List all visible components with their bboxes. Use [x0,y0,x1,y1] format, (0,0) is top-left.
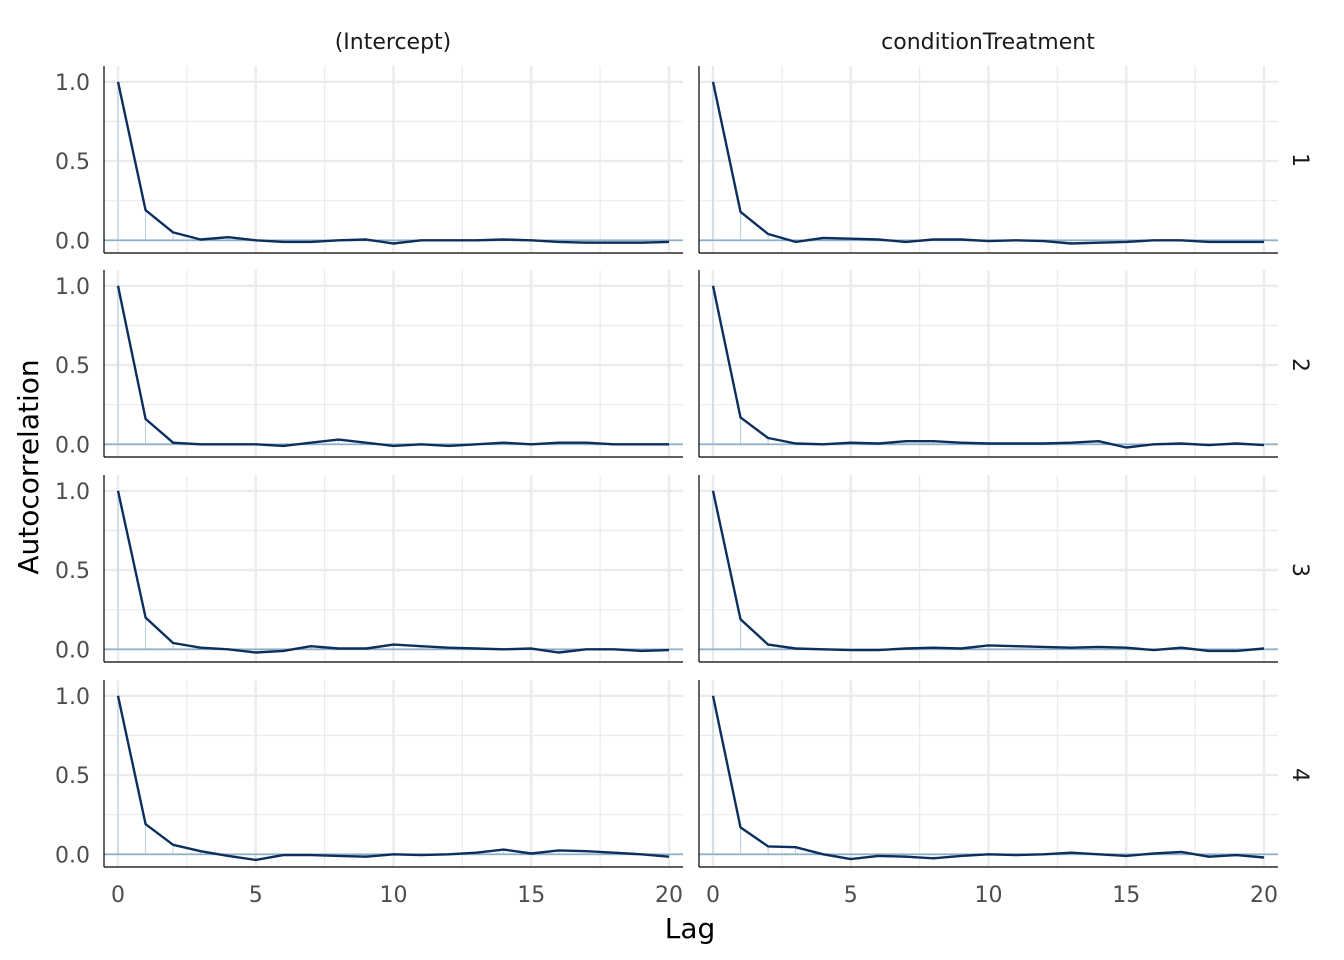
acf-series-line [711,285,1265,449]
x-tick-label: 0 [111,883,125,908]
y-tick-label: 1.0 [55,71,90,96]
row-strip-label: 2 [1287,358,1312,372]
facet-panels [103,66,1278,868]
facet-panel [103,66,683,254]
facet-panel [103,680,683,868]
facet-panel [698,680,1278,868]
x-tick-label: 10 [380,883,408,908]
acf-series-line [116,490,670,654]
x-tick-label: 20 [1250,883,1278,908]
row-strip-label: 1 [1287,153,1312,167]
row-strip-label: 3 [1287,563,1312,577]
y-tick-label: 0.5 [55,764,90,789]
row-strip-label: 4 [1287,768,1312,782]
column-strip-label: conditionTreatment [881,30,1095,55]
facet-panel [698,475,1278,663]
y-tick-label: 1.0 [55,480,90,505]
y-tick-label: 0.5 [55,559,90,584]
y-tick-label: 0.0 [55,433,90,458]
y-tick-label: 0.0 [55,843,90,868]
y-tick-label: 0.0 [55,638,90,663]
x-tick-label: 0 [706,883,720,908]
y-tick-label: 0.5 [55,150,90,175]
acf-series-line [116,285,669,448]
x-tick-label: 5 [249,883,263,908]
facet-panel [103,475,683,663]
x-axis-title: Lag [665,912,716,945]
facet-strips: (Intercept) conditionTreatment 1 2 3 4 [335,30,1312,782]
x-tick-label: 5 [844,883,858,908]
acf-series-line [711,81,1264,245]
y-tick-label: 1.0 [55,275,90,300]
x-tick-label: 15 [517,883,545,908]
x-tick-label: 20 [655,883,683,908]
acf-series-line [116,695,670,862]
y-tick-label: 1.0 [55,685,90,710]
y-axis-title: Autocorrelation [12,359,45,574]
acf-series-line [116,81,670,245]
axis-ticks: 0.0 0.5 1.0 0.0 0.5 1.0 0.0 0.5 1.0 0.0 0.5 1.0 0 5 10… [55,71,1278,908]
y-tick-label: 0.0 [55,229,90,254]
acf-series-line [711,695,1265,861]
facet-panel [698,270,1278,458]
acf-series-line [711,490,1265,653]
facet-panel [103,270,683,458]
x-tick-label: 15 [1112,883,1140,908]
facet-panel [698,66,1278,254]
y-tick-label: 0.5 [55,354,90,379]
column-strip-label: (Intercept) [335,30,452,55]
x-tick-label: 10 [975,883,1003,908]
